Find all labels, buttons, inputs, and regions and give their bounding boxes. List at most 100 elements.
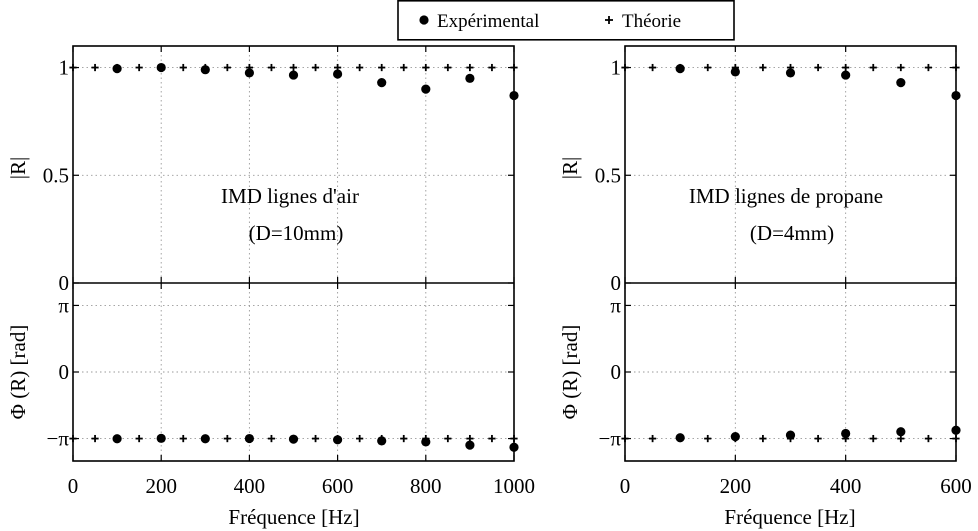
point-theorie-phase [621, 434, 629, 443]
point-theorie-phase [704, 434, 712, 443]
point-experimental-phase [896, 427, 906, 437]
annotation-right-line1: IMD lignes de propane [689, 184, 883, 208]
point-theorie-magnitude [179, 63, 187, 72]
point-experimental-magnitude [377, 78, 387, 88]
point-theorie-magnitude [842, 63, 850, 72]
ylabel-left-magnitude: |R| [6, 157, 30, 179]
point-theorie-magnitude [400, 63, 408, 72]
point-experimental-phase [333, 435, 343, 445]
point-theorie-magnitude [488, 63, 496, 72]
point-experimental-magnitude [112, 64, 122, 74]
point-theorie-magnitude [510, 63, 518, 72]
markers-right [621, 63, 961, 443]
xtick-label: 800 [410, 474, 442, 498]
axes-frame [624, 45, 957, 462]
point-theorie-magnitude [759, 63, 767, 72]
point-theorie-magnitude [814, 63, 822, 72]
point-theorie-magnitude [311, 63, 320, 72]
xtick-label: 1000 [493, 474, 535, 498]
point-theorie-magnitude [91, 63, 99, 72]
xlabel-right: Fréquence [Hz] [724, 505, 855, 529]
point-theorie-magnitude [648, 63, 657, 72]
point-theorie-magnitude [897, 63, 905, 72]
point-theorie-magnitude [356, 63, 364, 72]
point-theorie-phase [223, 434, 231, 443]
point-experimental-magnitude [465, 73, 475, 83]
point-theorie-magnitude [444, 63, 452, 72]
point-experimental-phase [156, 433, 166, 443]
point-experimental-phase [200, 434, 210, 444]
point-theorie-phase [814, 434, 822, 443]
ytick-label-phase: π [58, 293, 69, 317]
xtick-label: 400 [234, 474, 266, 498]
xtick-label: 600 [322, 474, 354, 498]
axes-frame [72, 45, 515, 462]
ytick-label-phase: −π [599, 427, 622, 451]
point-theorie-phase [267, 434, 276, 443]
annotation-left-line1: IMD lignes d'air [221, 184, 359, 208]
point-experimental-phase [675, 433, 685, 443]
point-theorie-magnitude [289, 63, 298, 72]
point-theorie-magnitude [223, 63, 231, 72]
point-experimental-magnitude [288, 70, 299, 80]
xtick-label: 0 [68, 474, 79, 498]
ytick-label-phase: π [610, 293, 621, 317]
ytick-label-magnitude: 0 [59, 271, 70, 295]
ytick-label-phase: −π [47, 427, 70, 451]
xlabel-left: Fréquence [Hz] [228, 505, 359, 529]
point-theorie-phase [924, 434, 933, 443]
point-theorie-magnitude [267, 63, 276, 72]
point-theorie-phase [311, 434, 320, 443]
point-theorie-magnitude [952, 63, 960, 72]
point-theorie-phase [69, 434, 77, 443]
grid-left [73, 46, 514, 461]
point-theorie-phase [91, 434, 99, 443]
point-theorie-magnitude [69, 63, 77, 72]
point-experimental-magnitude [200, 65, 210, 75]
point-theorie-phase [759, 434, 767, 443]
ylabel-left-phase: Φ (R) [rad] [6, 325, 30, 420]
ytick-label-magnitude: 0.5 [595, 163, 621, 187]
point-experimental-magnitude [244, 68, 254, 78]
grid-right [625, 46, 956, 461]
legend-plus-marker [605, 16, 613, 24]
point-theorie-magnitude [704, 63, 712, 72]
point-experimental-phase [421, 437, 431, 447]
point-experimental-magnitude [841, 70, 851, 80]
point-theorie-phase [510, 434, 518, 443]
point-theorie-magnitude [378, 63, 386, 72]
point-experimental-magnitude [675, 64, 685, 74]
point-experimental-phase [785, 430, 796, 440]
markers-left [69, 62, 519, 452]
legend-label-experimental: Expérimental [437, 11, 539, 32]
point-theorie-magnitude [869, 63, 877, 72]
point-experimental-phase [112, 434, 122, 444]
point-theorie-magnitude [135, 63, 143, 72]
point-experimental-phase [951, 425, 961, 435]
xtick-label: 0 [620, 474, 631, 498]
point-theorie-phase [444, 434, 452, 443]
point-theorie-phase [952, 434, 960, 443]
ytick-label-magnitude: 0 [611, 271, 622, 295]
annotation-left-line2: (D=10mm) [249, 221, 344, 245]
ytick-label-magnitude: 1 [611, 56, 622, 80]
xtick-label: 600 [940, 474, 972, 498]
ytick-label-phase: 0 [59, 360, 70, 384]
point-experimental-magnitude [156, 62, 166, 73]
point-experimental-phase [465, 440, 475, 450]
frame-left [72, 45, 515, 462]
point-theorie-phase [648, 434, 657, 443]
point-experimental-magnitude [509, 90, 519, 101]
ylabel-right-phase: Φ (R) [rad] [558, 325, 582, 420]
point-theorie-phase [869, 434, 877, 443]
point-theorie-phase [488, 434, 496, 443]
ytick-label-magnitude: 0.5 [43, 163, 69, 187]
point-experimental-phase [509, 442, 519, 452]
legend-label-theorie: Théorie [622, 11, 681, 32]
point-theorie-phase [135, 434, 143, 443]
legend-dot-marker [419, 15, 429, 25]
point-theorie-phase [400, 434, 408, 443]
